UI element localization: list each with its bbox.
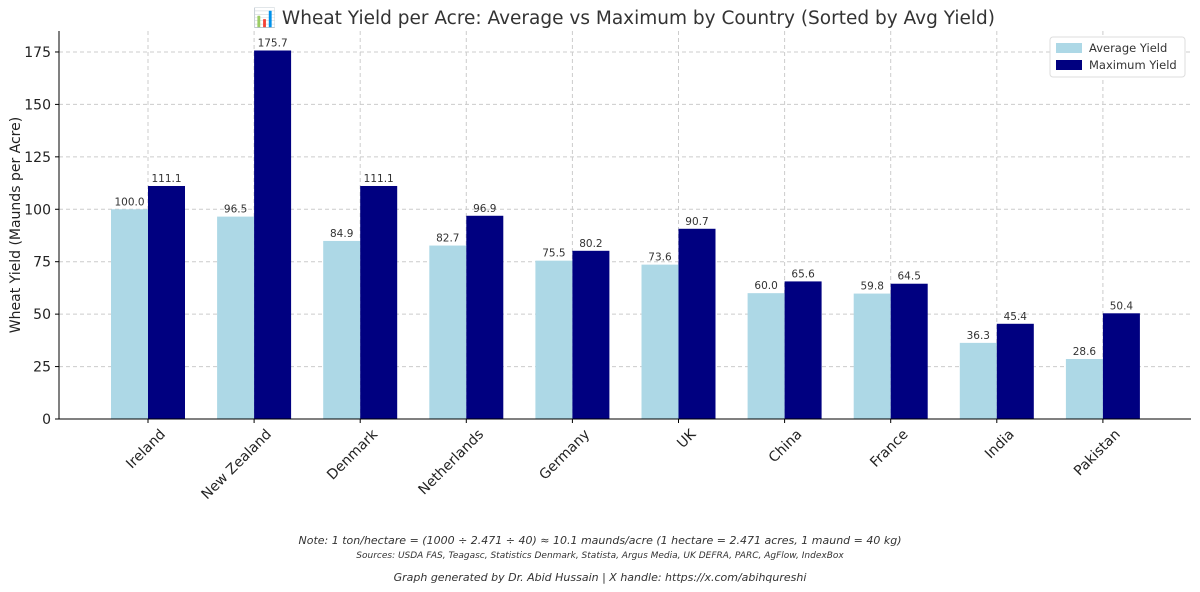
- bar: [890, 283, 928, 419]
- bar: [572, 250, 610, 419]
- bar: [535, 260, 573, 419]
- x-tick-label: China: [766, 427, 806, 467]
- bar-value-label: 96.9: [473, 203, 496, 215]
- bar-value-label: 28.6: [1073, 346, 1097, 358]
- bar-value-label: 36.3: [967, 330, 990, 342]
- legend-swatch: [1056, 60, 1082, 70]
- bar-value-label: 75.5: [542, 248, 565, 260]
- x-tick-label: India: [982, 427, 1018, 463]
- credit-note: Graph generated by Dr. Abid Hussain | X …: [393, 571, 807, 584]
- x-tick-label: Pakistan: [1071, 427, 1124, 480]
- bar: [466, 215, 504, 419]
- bar: [996, 323, 1034, 419]
- bar: [1102, 313, 1140, 419]
- y-tick-label: 25: [33, 360, 51, 376]
- bar: [678, 228, 716, 419]
- legend-box: [1049, 36, 1186, 78]
- bar-value-label: 100.0: [114, 196, 144, 208]
- y-tick-label: 125: [24, 150, 51, 166]
- bar-value-label: 80.2: [579, 238, 602, 250]
- y-tick-label: 50: [33, 307, 51, 323]
- bar-value-label: 59.8: [861, 281, 884, 293]
- bar: [853, 293, 891, 419]
- y-tick-label: 75: [33, 255, 51, 271]
- bar: [111, 209, 148, 419]
- bar-value-label: 45.4: [1004, 311, 1028, 323]
- x-tick-label: Germany: [536, 427, 593, 484]
- bar: [323, 240, 361, 419]
- bar-value-label: 82.7: [436, 233, 459, 245]
- bar-chart: 100.0 96.5 84.9 82.7 75.5 73.6 60.0 59.8 36.3 28.…: [8, 7, 1191, 503]
- y-tick-label: 175: [24, 45, 51, 61]
- bar: [747, 293, 785, 419]
- y-tick-label: 100: [24, 202, 51, 218]
- bar: [217, 216, 255, 419]
- y-axis-label: Wheat Yield (Maunds per Acre): [8, 117, 24, 333]
- bar-value-label: 65.6: [791, 268, 815, 280]
- bar: [1065, 359, 1103, 419]
- bar-value-label: 175.7: [258, 38, 288, 50]
- x-tick-label: Ireland: [123, 427, 169, 473]
- y-tick-label: 0: [42, 412, 51, 428]
- bar-value-label: 96.5: [224, 204, 247, 216]
- x-tick-label: Netherlands: [415, 427, 487, 499]
- legend-label: Maximum Yield: [1089, 58, 1177, 72]
- bar-value-label: 111.1: [364, 173, 394, 185]
- bar-value-label: 73.6: [648, 252, 672, 264]
- x-tick-label: Denmark: [324, 426, 381, 483]
- x-tick-label: New Zealand: [199, 427, 275, 503]
- bar-value-label: 60.0: [754, 280, 777, 292]
- y-tick-label: 150: [24, 97, 51, 113]
- bar-value-label: 50.4: [1110, 300, 1134, 312]
- x-tick-label: UK: [674, 426, 700, 452]
- chart-title: 📊 Wheat Yield per Acre: Average vs Maxim…: [253, 7, 995, 29]
- bar: [254, 50, 292, 420]
- bar: [360, 185, 398, 419]
- bar: [641, 264, 679, 419]
- bar-value-label: 64.5: [898, 271, 921, 283]
- bar: [429, 245, 467, 419]
- legend-label: Average Yield: [1089, 41, 1167, 55]
- bar-value-label: 84.9: [330, 228, 353, 240]
- legend-swatch: [1056, 43, 1082, 53]
- bar: [959, 342, 997, 419]
- sources-note: Sources: USDA FAS, Teagasc, Statistics D…: [356, 551, 844, 561]
- conversion-note: Note: 1 ton/hectare = (1000 ÷ 2.471 ÷ 40…: [298, 534, 902, 547]
- bar: [148, 185, 185, 419]
- x-tick-label: France: [867, 427, 911, 471]
- bar: [784, 281, 822, 419]
- bar-value-label: 111.1: [151, 173, 181, 185]
- bar-value-label: 90.7: [685, 216, 708, 228]
